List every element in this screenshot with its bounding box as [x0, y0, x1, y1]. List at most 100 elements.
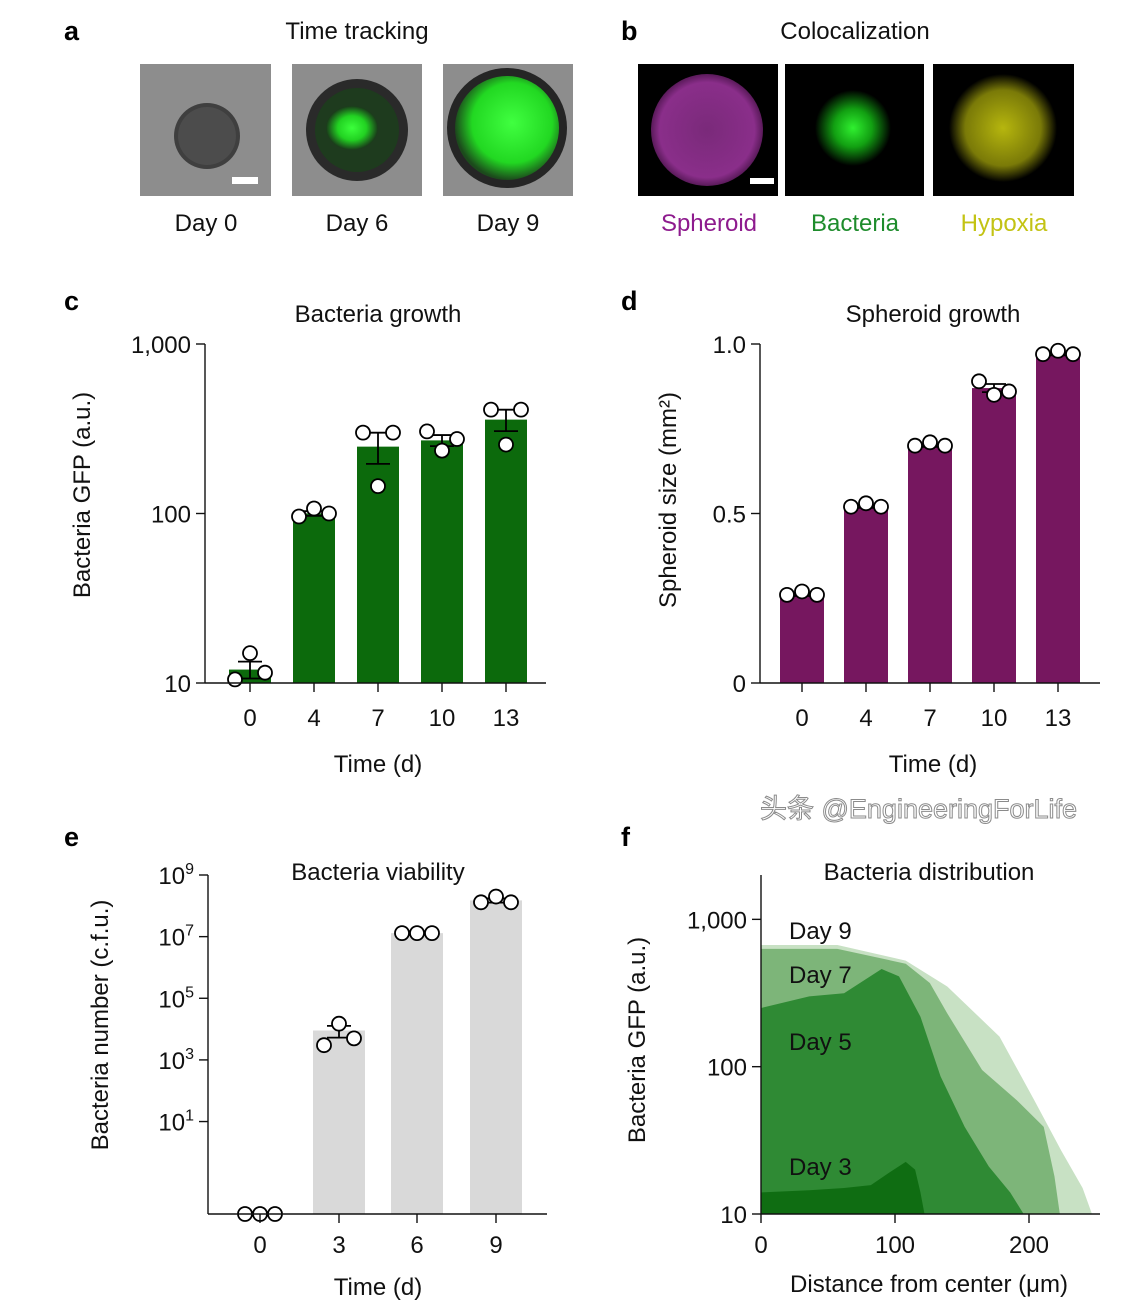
data-point: [346, 1030, 362, 1047]
data-point: [794, 583, 810, 600]
panel-a-title: Time tracking: [285, 18, 428, 45]
y-axis-label: Spheroid size (mm²): [655, 392, 682, 608]
x-tick-label: 0: [243, 705, 256, 732]
bar-9: [470, 900, 522, 1214]
x-tick-label: 3: [332, 1232, 345, 1259]
x-tick-label: 4: [307, 705, 320, 732]
y-tick-label: 109: [158, 861, 194, 890]
x-tick-label: 13: [493, 705, 520, 732]
chart-e: e Bacteria viability Time (d) Bacteria numb…: [64, 822, 547, 1301]
data-point: [355, 424, 371, 441]
panel-letter-b: b: [621, 16, 638, 46]
data-point: [1035, 346, 1051, 363]
data-point: [907, 437, 923, 454]
bar-4: [293, 513, 335, 683]
channel-label-spheroid: Spheroid: [661, 210, 757, 237]
data-point: [385, 424, 401, 441]
panel-letter-a: a: [64, 16, 80, 46]
image-label: Day 6: [326, 210, 389, 237]
data-point: [316, 1037, 332, 1054]
data-point: [922, 434, 938, 451]
y-tick-label: 1,000: [687, 907, 747, 934]
scale-bar: [750, 178, 774, 184]
data-point: [242, 645, 258, 662]
x-axis-label: Distance from center (μm): [790, 1271, 1068, 1298]
tick-base: 10: [158, 1048, 185, 1075]
image-day-6: [292, 64, 422, 196]
chart-title: Bacteria viability: [291, 859, 464, 886]
x-tick-label: 4: [859, 705, 872, 732]
data-point: [409, 925, 425, 942]
data-point: [503, 894, 519, 911]
x-tick-label: 13: [1045, 705, 1072, 732]
data-point: [370, 478, 386, 495]
bar-6: [391, 933, 443, 1214]
series-label: Day 5: [789, 1029, 852, 1056]
data-point: [257, 664, 273, 681]
x-tick-label: 100: [875, 1232, 915, 1259]
x-axis-label: Time (d): [334, 1274, 422, 1301]
y-tick-label: 1,000: [131, 332, 191, 359]
tick-exponent: 7: [185, 923, 194, 940]
data-point: [424, 925, 440, 942]
tick-exponent: 5: [185, 984, 194, 1001]
bar-7: [908, 445, 952, 683]
bar-0: [780, 594, 824, 683]
data-point: [394, 925, 410, 942]
chart-c: c Bacteria growth Time (d) Bacteria GFP (a.…: [64, 286, 546, 778]
image-spheroid: [638, 64, 778, 196]
y-tick-label: 1.0: [713, 332, 746, 359]
data-point: [513, 401, 529, 418]
x-tick-label: 6: [410, 1232, 423, 1259]
area-day-3: [761, 1161, 925, 1214]
data-point: [498, 436, 514, 453]
image-day-0: [140, 64, 271, 196]
series-label: Day 7: [789, 962, 852, 989]
channel-label-bacteria: Bacteria: [811, 210, 900, 237]
x-tick-label: 9: [489, 1232, 502, 1259]
tick-exponent: 9: [185, 861, 194, 878]
chart-f: f Bacteria distribution Distance from cent…: [621, 822, 1100, 1298]
data-point: [488, 888, 504, 905]
image-hypoxia: [933, 64, 1074, 196]
scale-bar: [232, 177, 258, 184]
panel-letter-f: f: [621, 822, 631, 852]
panel-letter-e: e: [64, 822, 79, 852]
data-point: [986, 386, 1002, 403]
watermark: 头条 @EngineeringForLife: [760, 794, 1077, 824]
y-tick-label: 100: [151, 502, 191, 529]
chart-d: d Spheroid growth Time (d) Spheroid size (m…: [621, 286, 1100, 778]
panel-b-title: Colocalization: [780, 18, 929, 45]
y-axis-label: Bacteria GFP (a.u.): [624, 937, 651, 1143]
bar-13: [485, 419, 527, 683]
data-point: [858, 495, 874, 512]
y-tick-label: 0: [733, 671, 746, 698]
data-point: [321, 505, 337, 522]
data-point: [449, 431, 465, 447]
bar-13: [1036, 354, 1080, 683]
y-tick-label: 10: [720, 1202, 747, 1229]
panel-a: a Time tracking Day 0 Day 6 Day 9: [64, 16, 573, 237]
tick-base: 10: [158, 986, 185, 1013]
data-point: [843, 498, 859, 515]
channel-label-hypoxia: Hypoxia: [961, 210, 1048, 237]
image-label: Day 0: [175, 210, 238, 237]
image-day-9: [443, 64, 573, 196]
x-axis-label: Time (d): [334, 751, 422, 778]
x-tick-label: 0: [253, 1232, 266, 1259]
image-label: Day 9: [477, 210, 540, 237]
data-point: [434, 442, 450, 459]
y-tick-label: 100: [707, 1055, 747, 1082]
data-point: [483, 401, 499, 418]
area-day-5: [761, 969, 1024, 1214]
data-point: [227, 671, 243, 688]
y-tick-label: 107: [158, 923, 194, 952]
bar-10: [972, 388, 1016, 683]
bar-3: [313, 1030, 365, 1214]
chart-title: Bacteria growth: [295, 301, 462, 328]
panel-letter-d: d: [621, 286, 638, 316]
y-tick-label: 10: [164, 671, 191, 698]
tick-base: 10: [158, 863, 185, 890]
data-point: [306, 500, 322, 517]
